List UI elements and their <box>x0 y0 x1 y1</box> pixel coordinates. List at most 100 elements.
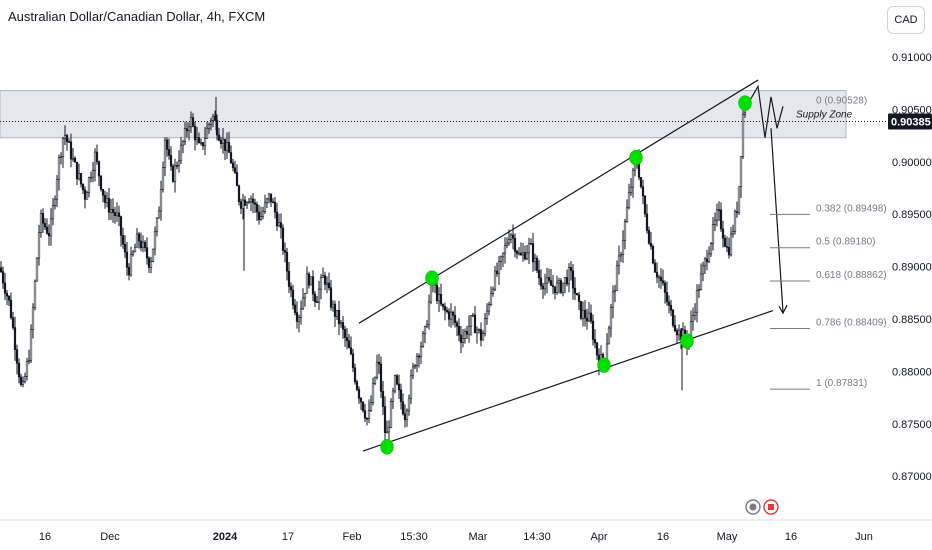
candle-body <box>519 252 523 256</box>
candle-body <box>205 127 209 139</box>
channel-upper-line <box>358 79 759 324</box>
candle-body <box>725 246 729 248</box>
candle-body <box>261 211 265 217</box>
candle-body <box>417 355 421 358</box>
candle-body <box>619 254 623 257</box>
candle-body <box>271 201 275 204</box>
candle-body <box>721 228 725 239</box>
candle-body <box>705 258 709 263</box>
candle-body <box>441 303 445 307</box>
candle-body <box>143 241 147 248</box>
candle-body <box>463 331 467 339</box>
candle-body <box>285 251 289 272</box>
candle-body <box>385 431 389 434</box>
candle-body <box>293 304 297 313</box>
candle-body <box>623 221 627 241</box>
candle-body <box>713 219 717 225</box>
candle-body <box>257 211 261 220</box>
candle-body <box>95 151 99 162</box>
candle-body <box>129 253 133 276</box>
candle-body <box>461 338 465 343</box>
candle-body <box>487 304 491 312</box>
y-tick-label: 0.88000 <box>892 366 932 378</box>
candle-body <box>227 141 231 153</box>
candle-body <box>119 216 123 236</box>
candle-body <box>409 375 413 399</box>
candle-body <box>625 207 629 222</box>
candle-body <box>513 237 517 252</box>
candle-body <box>571 270 575 289</box>
y-tick-label: 0.91000 <box>892 52 932 64</box>
candle-body <box>669 305 673 311</box>
candle-body <box>277 222 281 227</box>
candle-body <box>473 314 477 334</box>
candle-body <box>399 389 403 403</box>
candle-body <box>401 401 405 415</box>
candle-body <box>453 315 457 323</box>
candle-body <box>139 240 143 249</box>
swing-point-marker <box>629 149 643 166</box>
candle-body <box>185 128 189 132</box>
x-tick-label: Feb <box>343 531 362 543</box>
candle-body <box>53 198 57 206</box>
y-tick-label: 0.90500 <box>892 104 932 116</box>
candle-body <box>311 276 315 295</box>
candle-body <box>331 303 335 308</box>
candle-body <box>357 389 361 399</box>
candle-body <box>607 327 611 345</box>
candle-body <box>47 232 51 237</box>
candle-body <box>189 117 193 128</box>
candle-body <box>65 134 69 142</box>
candle-body <box>503 245 507 254</box>
candle-body <box>415 355 419 366</box>
candle-body <box>375 361 379 378</box>
candle-body <box>437 294 441 302</box>
candle-body <box>727 246 731 256</box>
candle-body <box>103 194 107 203</box>
candle-body <box>591 320 595 340</box>
fib-level-label: 0.5 (0.89180) <box>816 237 876 248</box>
candle-body <box>405 410 409 421</box>
candle-body <box>113 212 117 217</box>
currency-button[interactable]: CAD <box>887 6 925 34</box>
candle-body <box>359 397 363 403</box>
candle-body <box>101 188 105 196</box>
candle-body <box>653 262 657 273</box>
candle-body <box>563 277 567 284</box>
candle-body <box>275 211 279 227</box>
candle-body <box>369 402 373 411</box>
candle-body <box>701 265 705 275</box>
candle-body <box>317 288 321 303</box>
candle-body <box>309 276 313 286</box>
candle-body <box>141 241 145 249</box>
candle-body <box>575 293 579 296</box>
candle-body <box>131 251 135 255</box>
candle-body <box>743 112 747 115</box>
candle-body <box>611 291 615 308</box>
candle-body <box>507 239 511 244</box>
candle-body <box>413 365 417 368</box>
candle-body <box>555 282 559 294</box>
candle-body <box>717 209 721 212</box>
candle-body <box>425 324 429 328</box>
candle-body <box>71 157 75 160</box>
swing-markers-layer <box>380 95 752 455</box>
candle-body <box>233 167 237 173</box>
candle-body <box>621 240 625 255</box>
candle-body <box>525 252 529 260</box>
fib-level-label: 0 (0.90528) <box>816 95 867 106</box>
candle-body <box>135 233 139 248</box>
candle-body <box>221 138 225 144</box>
candle-body <box>167 149 171 156</box>
candle-body <box>363 410 367 419</box>
candle-body <box>211 115 215 121</box>
candle-body <box>39 212 43 233</box>
candle-body <box>497 261 501 274</box>
candle-body <box>523 252 527 260</box>
candle-body <box>353 367 357 382</box>
candle-body <box>239 201 243 209</box>
candle-body <box>373 376 377 385</box>
candle-body <box>305 273 309 294</box>
candle-body <box>273 201 277 213</box>
